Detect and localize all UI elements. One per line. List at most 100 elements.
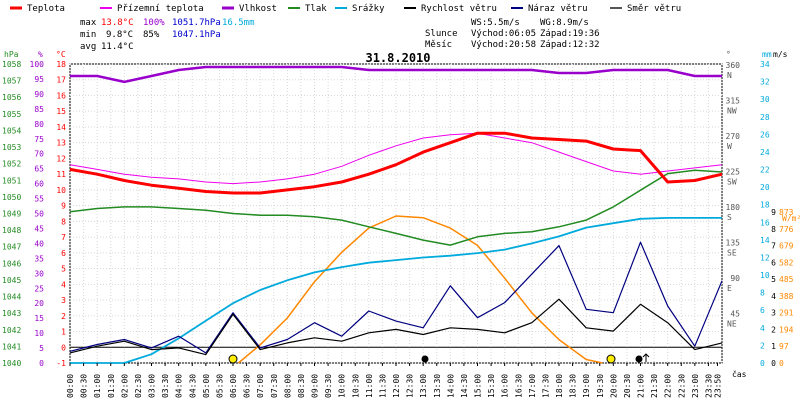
tick-wind-7: 7	[771, 242, 776, 251]
x-tick-38: 19:00	[582, 374, 591, 398]
tick-humidity-16: 80	[34, 120, 44, 129]
tick-pressure-18: 1058	[2, 60, 21, 69]
tick-humidity-5: 25	[34, 284, 44, 293]
tick-pressure-5: 1045	[2, 276, 21, 285]
unit-ms: m/s	[773, 50, 788, 59]
tick-humidity-14: 70	[34, 150, 44, 159]
x-tick-13: 06:30	[243, 374, 252, 398]
tick-dir-label-4: S	[727, 213, 732, 222]
x-tick-39: 19:30	[596, 374, 605, 398]
stat-max-rain: 16.5mm	[222, 18, 255, 28]
tick-rain-5: 10	[760, 271, 770, 280]
tick-humidity-1: 5	[39, 344, 44, 353]
info-sun-label: Slunce	[425, 29, 458, 39]
x-tick-47: 23:30	[704, 374, 713, 398]
tick-pressure-0: 1040	[2, 359, 21, 368]
tick-dir-label-3: SW	[727, 178, 737, 187]
x-tick-11: 05:30	[215, 374, 224, 398]
tick-pressure-15: 1055	[2, 110, 21, 119]
tick-humidity-4: 20	[34, 299, 44, 308]
tick-rain-11: 22	[760, 166, 770, 175]
tick-humidity-6: 30	[34, 269, 44, 278]
stat-max-label: max	[80, 18, 97, 28]
arrow-up-icon	[642, 353, 650, 362]
x-tick-32: 16:00	[501, 374, 510, 398]
series-prizemni-teplota	[69, 132, 723, 185]
tick-rain-15: 30	[760, 95, 770, 104]
tick-temp-17: 16	[56, 91, 66, 100]
legend-teplota: Teplota	[27, 4, 65, 14]
series-vlhkost	[70, 65, 722, 84]
tick-humidity-10: 50	[34, 210, 44, 219]
x-tick-27: 13:30	[433, 374, 442, 398]
tick-dir-label-0: N	[727, 71, 732, 80]
x-tick-35: 17:30	[541, 374, 550, 398]
tick-dir-4: 180	[726, 203, 741, 212]
tick-temp-14: 13	[56, 139, 66, 148]
stat-avg-temp: 11.4°C	[101, 42, 134, 52]
chart-title: 31.8.2010	[365, 51, 430, 65]
tick-rain-4: 8	[760, 289, 765, 298]
series-teplota	[69, 131, 723, 195]
tick-pressure-11: 1051	[2, 176, 21, 185]
tick-temp-6: 5	[61, 265, 66, 274]
tick-temp-8: 7	[61, 233, 66, 242]
tick-rain-10: 20	[760, 183, 770, 192]
x-tick-41: 20:30	[623, 374, 632, 398]
x-tick-26: 13:00	[419, 374, 428, 398]
tick-humidity-7: 35	[34, 254, 44, 263]
tick-rain-1: 2	[760, 341, 765, 350]
x-tick-22: 11:00	[365, 374, 374, 398]
tick-rain-9: 18	[760, 201, 770, 210]
tick-wind-6: 6	[771, 258, 776, 267]
tick-temp-11: 10	[56, 186, 66, 195]
x-tick-28: 14:00	[446, 374, 455, 398]
tick-rad-0: 0	[779, 359, 784, 368]
tick-temp-0: -1	[56, 359, 66, 368]
tick-temp-3: 2	[61, 312, 66, 321]
moonset-icon	[421, 355, 429, 363]
x-tick-16: 08:00	[283, 374, 292, 398]
tick-dir-3: 225	[726, 168, 741, 177]
x-tick-31: 15:30	[487, 374, 496, 398]
x-tick-48: 23:50	[713, 374, 722, 398]
tick-rad-7: 679	[779, 242, 794, 251]
tick-temp-4: 3	[61, 296, 66, 305]
x-tick-33: 16:30	[514, 374, 523, 398]
tick-pressure-16: 1056	[2, 93, 21, 102]
tick-dir-label-2: W	[727, 142, 732, 151]
x-tick-4: 02:00	[120, 374, 129, 398]
x-tick-6: 03:00	[148, 374, 157, 398]
x-tick-44: 22:00	[664, 374, 673, 398]
x-tick-25: 12:30	[406, 374, 415, 398]
tick-pressure-2: 1042	[2, 326, 21, 335]
legend-naraz-vetru: Náraz větru	[528, 4, 588, 14]
x-tick-43: 21:30	[650, 374, 659, 398]
x-tick-1: 00:30	[80, 374, 89, 398]
tick-rain-8: 16	[760, 218, 770, 227]
tick-dir-label-1: NW	[727, 107, 737, 116]
x-tick-23: 11:30	[378, 374, 387, 398]
unit-mm: mm	[762, 50, 772, 59]
tick-wind-4: 4	[771, 292, 776, 301]
x-tick-46: 23:00	[691, 374, 700, 398]
tick-temp-13: 12	[56, 154, 66, 163]
tick-rain-17: 34	[760, 60, 770, 69]
x-tick-21: 10:30	[351, 374, 360, 398]
tick-rain-6: 12	[760, 253, 770, 262]
unit-wm2: W/m²	[782, 214, 800, 223]
unit-hpa: hPa	[4, 50, 19, 59]
axis-units: hPa % °C ° mm m/s W/m² čas	[4, 50, 800, 379]
tick-pressure-12: 1052	[2, 160, 21, 169]
tick-rad-1: 97	[779, 342, 789, 351]
series-naraz-vetru	[69, 241, 723, 354]
axes: 1040104110421043104410451046104710481049…	[2, 60, 794, 368]
tick-pressure-8: 1048	[2, 226, 21, 235]
tick-pressure-10: 1050	[2, 193, 21, 202]
tick-rain-3: 6	[760, 306, 765, 315]
stat-max-hum: 100%	[143, 18, 165, 28]
tick-wind-3: 3	[771, 309, 776, 318]
tick-wind-1: 1	[771, 342, 776, 351]
series-radiace	[237, 215, 603, 364]
stats-block: max 13.8°C 100% 1051.7hPa 16.5mm min 9.8…	[80, 18, 255, 52]
